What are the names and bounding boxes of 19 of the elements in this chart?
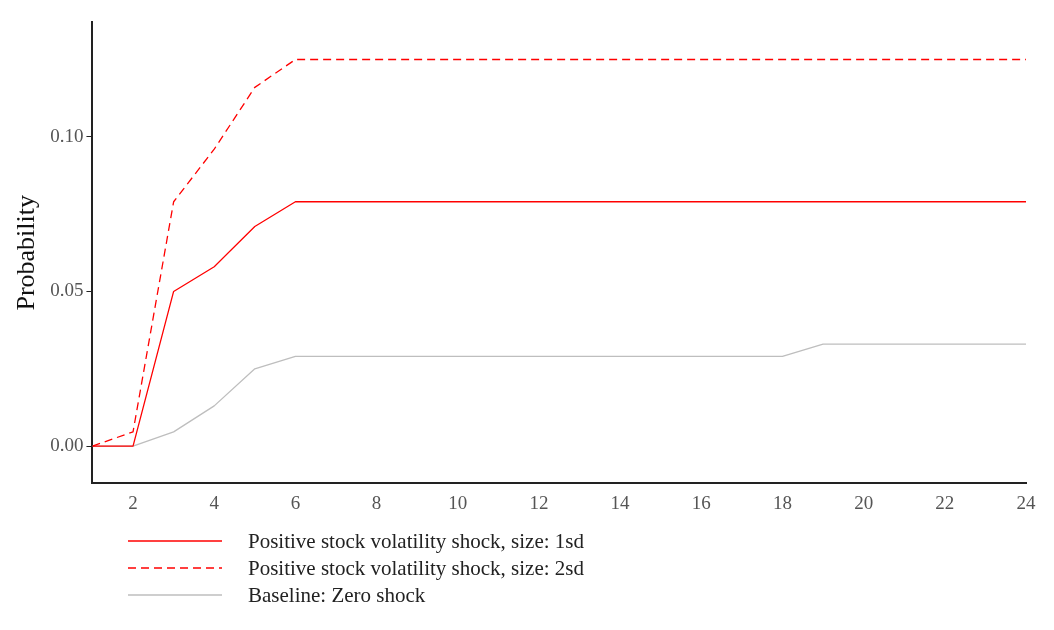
y-tick-label: 0.05 xyxy=(50,279,84,301)
x-tick-label: 2 xyxy=(128,491,138,513)
x-tick-label: 14 xyxy=(610,491,631,513)
legend-label: Baseline: Zero shock xyxy=(248,582,426,608)
x-tick-label: 20 xyxy=(854,491,874,513)
y-tick-label: 0.00 xyxy=(50,434,84,456)
x-tick-label: 24 xyxy=(1016,491,1036,513)
x-tick-label: 18 xyxy=(772,491,792,513)
x-tick-label: 16 xyxy=(691,491,711,513)
x-tick-label: 4 xyxy=(209,491,220,513)
x-tick-label: 22 xyxy=(935,491,955,513)
x-tick-label: 8 xyxy=(371,491,382,513)
y-tick-label: 0.10 xyxy=(50,124,84,146)
x-tick-label: 12 xyxy=(529,491,549,513)
x-tick-label: 10 xyxy=(448,491,468,513)
x-tick-label: 6 xyxy=(290,491,301,513)
legend-label: Positive stock volatility shock, size: 1sd xyxy=(248,528,584,554)
legend-label: Positive stock volatility shock, size: 2sd xyxy=(248,555,584,581)
y-axis-title: Probability xyxy=(11,195,41,311)
